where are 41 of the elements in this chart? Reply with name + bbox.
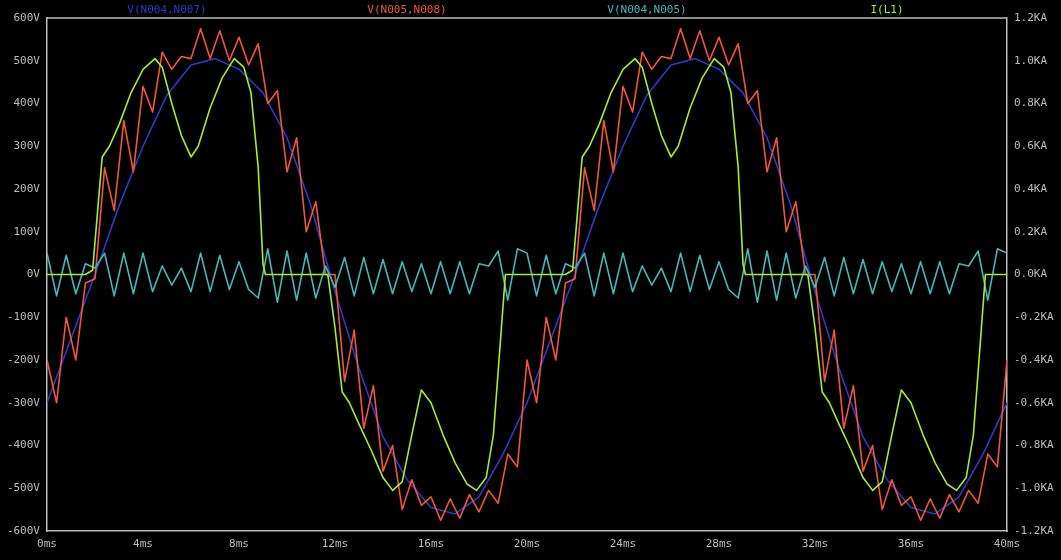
y2-tick-label: 1.2KA: [1014, 10, 1048, 24]
x-tick-label: 40ms: [993, 537, 1021, 551]
y-tick-label: 300V: [13, 139, 41, 153]
y-tick-label: 0V: [26, 267, 41, 281]
y-tick-label: -300V: [6, 395, 41, 409]
y-tick-label: 100V: [13, 224, 41, 238]
y-tick-label: 500V: [13, 53, 41, 67]
y-tick-label: -100V: [6, 310, 41, 324]
y-tick-label: -600V: [6, 523, 41, 537]
text: V(N004,N005): [607, 2, 687, 16]
y2-tick-label: 0.2KA: [1014, 224, 1048, 238]
text: V(N004,N007): [127, 2, 207, 16]
x-tick-label: 16ms: [417, 537, 445, 551]
y2-tick-label: 1.0KA: [1014, 53, 1048, 67]
y2-tick-label: -1.0KA: [1014, 481, 1055, 495]
x-tick-label: 4ms: [133, 537, 153, 551]
y2-tick-label: -0.4KA: [1014, 352, 1055, 366]
y-tick-label: 600V: [13, 10, 41, 24]
y2-tick-label: -0.2KA: [1014, 310, 1055, 324]
y2-tick-label: -1.2KA: [1014, 523, 1055, 537]
text: V(N005,N008): [367, 2, 447, 16]
x-tick-label: 24ms: [609, 537, 637, 551]
x-tick-label: 32ms: [801, 537, 829, 551]
x-tick-label: 8ms: [229, 537, 249, 551]
y2-tick-label: -0.6KA: [1014, 395, 1055, 409]
text: I(L1): [870, 2, 904, 16]
y2-tick-label: 0.0KA: [1014, 267, 1048, 281]
x-tick-label: 12ms: [321, 537, 349, 551]
y-tick-label: -500V: [6, 481, 41, 495]
x-tick-label: 0ms: [37, 537, 57, 551]
x-tick-label: 28ms: [705, 537, 733, 551]
x-tick-label: 20ms: [513, 537, 541, 551]
x-tick-label: 36ms: [897, 537, 925, 551]
y-tick-label: 400V: [13, 96, 41, 110]
y-tick-label: -400V: [6, 438, 41, 452]
y2-tick-label: 0.6KA: [1014, 139, 1048, 153]
y2-tick-label: 0.8KA: [1014, 96, 1048, 110]
y2-tick-label: 0.4KA: [1014, 181, 1048, 195]
y2-tick-label: -0.8KA: [1014, 438, 1055, 452]
y-tick-label: 200V: [13, 181, 41, 195]
y-tick-label: -200V: [6, 352, 41, 366]
